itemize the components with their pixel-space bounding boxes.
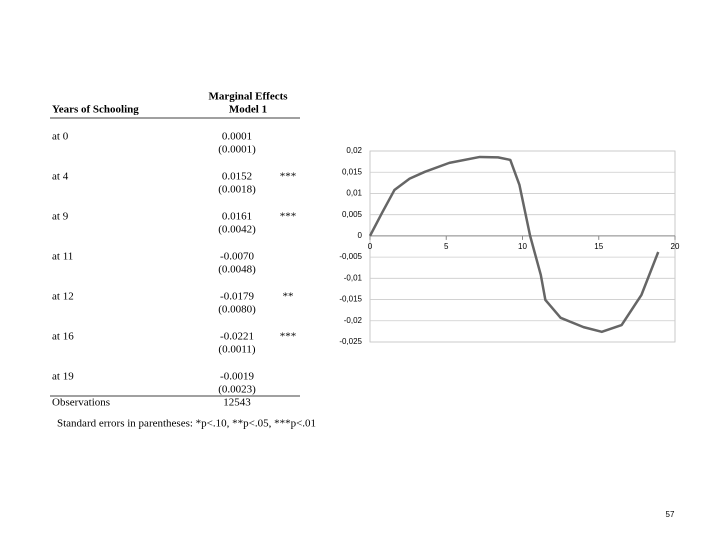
x-tick-label: 20 [671,242,680,251]
std-error: (0.0001) [218,144,256,156]
stars: *** [280,331,297,343]
y-tick-label: 0,01 [346,189,362,198]
std-error: (0.0011) [218,344,256,356]
std-error: (0.0048) [218,264,256,276]
row-label: at 0 [52,131,69,143]
x-tick-label: 10 [518,242,527,251]
std-error: (0.0080) [218,304,256,316]
y-tick-label: -0,005 [339,252,362,261]
footnote: Standard errors in parentheses: *p<.10, … [57,418,316,430]
std-error: (0.0018) [218,184,256,196]
row-label: at 19 [52,371,74,383]
coef: -0.0179 [220,291,254,303]
stars: *** [280,171,297,183]
y-tick-label: -0,015 [339,295,362,304]
row-label: at 11 [52,251,73,263]
data-line [368,155,660,334]
std-error: (0.0023) [218,384,256,396]
row-label: at 12 [52,291,74,303]
row-label: at 16 [52,331,74,343]
x-tick-label: 15 [594,242,603,251]
y-tick-label: -0,02 [344,316,363,325]
y-tick-label: 0,02 [346,146,362,155]
y-tick-label: 0,015 [342,167,363,176]
coef: -0.0019 [220,371,254,383]
coef: 0.0001 [222,131,252,143]
header-col1: Years of Schooling [52,104,139,116]
y-tick-label: -0,01 [344,273,363,282]
y-tick-label: 0,005 [342,210,363,219]
obs-value: 12543 [223,397,251,409]
coef: 0.0152 [222,171,252,183]
coef: -0.0070 [220,251,254,263]
page-number: 57 [666,510,675,519]
x-tick-label: 5 [444,242,449,251]
coef: -0.0221 [220,331,254,343]
x-tick-label: 0 [368,242,373,251]
row-label: at 9 [52,211,69,223]
coef: 0.0161 [222,211,252,223]
row-label: at 4 [52,171,69,183]
y-tick-label: -0,025 [339,337,362,346]
header-col2: Marginal Effects [208,91,288,103]
stars: ** [283,291,294,303]
y-tick-label: 0 [358,231,363,240]
stars: *** [280,211,297,223]
header-col2: Model 1 [229,104,267,116]
std-error: (0.0042) [218,224,256,236]
obs-label: Observations [52,397,110,409]
